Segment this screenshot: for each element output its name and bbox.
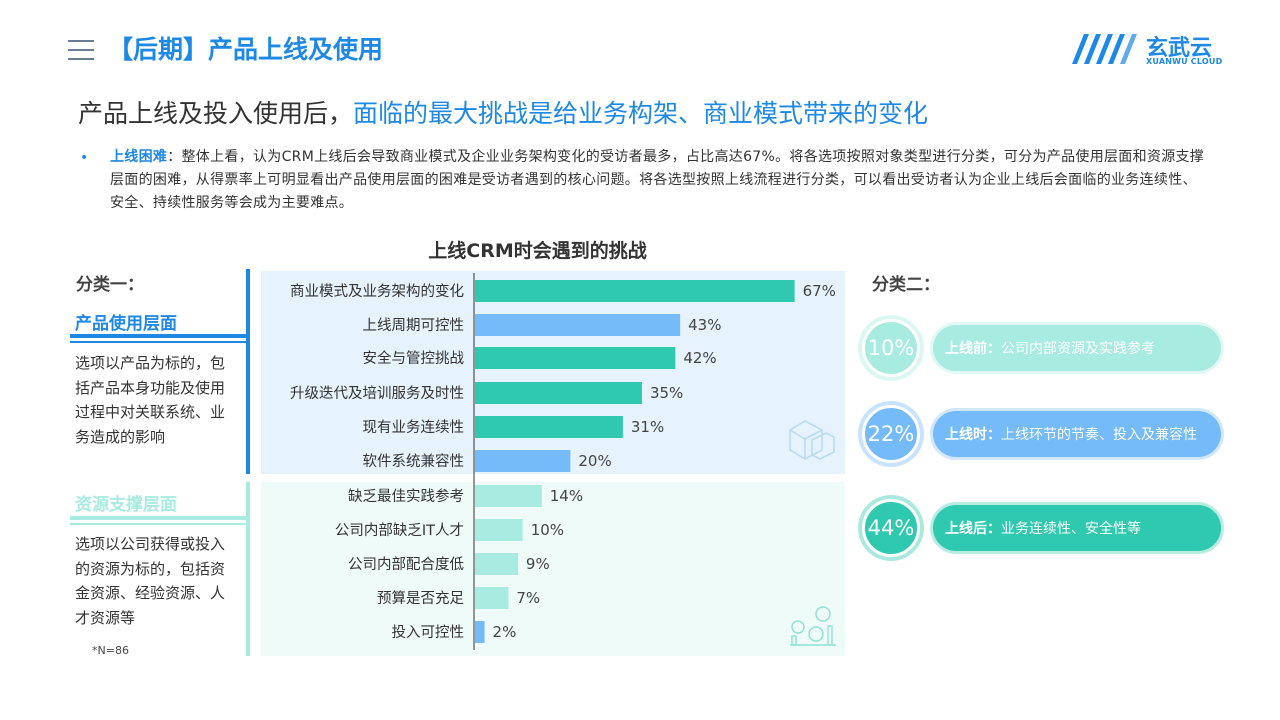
category-label-8: 公司内部配合度低 xyxy=(348,556,464,573)
bar-2 xyxy=(475,347,676,369)
logo-mark-icon xyxy=(1072,34,1137,64)
category-label-10: 投入可控性 xyxy=(392,624,465,641)
group2-divider xyxy=(246,482,250,656)
category-label-2: 安全与管控挑战 xyxy=(363,349,465,367)
group2-title: 资源支撑层面 xyxy=(75,495,177,515)
bullet-body: ：整体上看，认为CRM上线后会导致商业模式及企业业务架构变化的受访者最多，占比高… xyxy=(110,149,1205,211)
bullet-dot-icon: • xyxy=(80,150,89,166)
bar-3 xyxy=(475,382,642,404)
chart-panel-resource xyxy=(261,482,845,656)
group2-rule xyxy=(70,516,246,520)
value-label-10: 2% xyxy=(493,623,517,641)
group2-description: 选项以公司获得或投入的资源为标的，包括资金资源、经验资源、人才资源等 xyxy=(75,535,226,627)
cube-icon xyxy=(789,420,835,460)
chart-panel-product xyxy=(261,271,845,474)
stage-pill-text: 上线时：上线环节的节奏、投入及兼容性 xyxy=(945,424,1197,444)
stage-description: 业务连续性、安全性等 xyxy=(1001,521,1141,537)
bullet-lead: 上线困难 xyxy=(110,149,168,165)
stage-percentage-circle-2: 44% xyxy=(862,499,920,557)
logo-subtext: XUANWU CLOUD xyxy=(1146,57,1223,66)
logo: 玄武云 XUANWU CLOUD xyxy=(1070,30,1223,70)
category-label-7: 公司内部缺乏IT人才 xyxy=(335,522,464,539)
group1-description: 选项以产品为标的，包括产品本身功能及使用过程中对关联系统、业务造成的影响 xyxy=(75,354,226,446)
group1-divider xyxy=(246,269,250,474)
stage-percentage-circle-1: 22% xyxy=(862,405,920,463)
logo-text: 玄武云 xyxy=(1146,36,1213,61)
stage-name: 上线前： xyxy=(945,341,1001,357)
category-label-3: 升级迭代及培训服务及时性 xyxy=(290,385,464,402)
category-label-6: 缺乏最佳实践参考 xyxy=(348,488,464,505)
value-label-5: 20% xyxy=(578,452,611,470)
stage-name: 上线后： xyxy=(945,521,1001,537)
stage-pill-text: 上线后：业务连续性、安全性等 xyxy=(945,518,1141,538)
category-two-label: 分类二： xyxy=(872,275,940,295)
stage-description: 上线环节的节奏、投入及兼容性 xyxy=(1001,427,1197,443)
category-label-5: 软件系统兼容性 xyxy=(363,453,465,470)
value-label-2: 42% xyxy=(683,349,716,367)
stage-name: 上线时： xyxy=(945,427,1001,443)
value-label-6: 14% xyxy=(550,487,583,505)
headline: 产品上线及投入使用后，面临的最大挑战是给业务构架、商业模式带来的变化 xyxy=(78,94,928,130)
stage-pill-1: 上线时：上线环节的节奏、投入及兼容性 xyxy=(933,411,1221,457)
stage-percentage-circle-0: 10% xyxy=(862,319,920,377)
headline-part-a: 产品上线及投入使用后， xyxy=(78,99,354,128)
menu-icon[interactable] xyxy=(68,40,94,60)
value-label-8: 9% xyxy=(526,555,550,573)
bar-4 xyxy=(475,416,623,438)
bar-5 xyxy=(475,450,571,472)
value-label-0: 67% xyxy=(803,282,836,300)
headline-part-b: 面临的最大挑战是给业务构架、商业模式带来的变化 xyxy=(353,99,929,128)
bar-1 xyxy=(475,314,681,336)
category-label-0: 商业模式及业务架构的变化 xyxy=(290,283,464,300)
bar-9 xyxy=(475,587,509,609)
stage-pill-text: 上线前：公司内部资源及实践参考 xyxy=(945,338,1155,358)
category-one-label: 分类一： xyxy=(76,275,144,295)
category-label-1: 上线周期可控性 xyxy=(363,317,465,334)
stage-description: 公司内部资源及实践参考 xyxy=(1001,341,1155,357)
bar-6 xyxy=(475,485,542,507)
value-label-9: 7% xyxy=(516,589,540,607)
bar-7 xyxy=(475,519,523,541)
money-icon xyxy=(790,606,836,646)
chart-title: 上线CRM时会遇到的挑战 xyxy=(428,240,647,262)
group1-rule-thin xyxy=(70,341,246,343)
bullet-paragraph: 上线困难：整体上看，认为CRM上线后会导致商业模式及企业业务架构变化的受访者最多… xyxy=(110,146,1210,215)
category-label-4: 现有业务连续性 xyxy=(363,419,465,436)
stage-pill-2: 上线后：业务连续性、安全性等 xyxy=(933,505,1221,551)
value-label-1: 43% xyxy=(688,316,721,334)
value-label-7: 10% xyxy=(531,521,564,539)
bar-10 xyxy=(475,621,485,643)
stage-pill-0: 上线前：公司内部资源及实践参考 xyxy=(933,325,1221,371)
group1-rule xyxy=(70,334,246,338)
group1-title: 产品使用层面 xyxy=(75,314,177,334)
page-title: 【后期】产品上线及使用 xyxy=(108,35,384,64)
bar-8 xyxy=(475,553,518,575)
category-label-9: 预算是否充足 xyxy=(377,590,464,607)
value-label-4: 31% xyxy=(631,418,664,436)
value-label-3: 35% xyxy=(650,384,683,402)
sample-size-note: *N=86 xyxy=(92,644,129,657)
group2-rule-thin xyxy=(70,523,246,525)
bar-0 xyxy=(475,280,795,302)
